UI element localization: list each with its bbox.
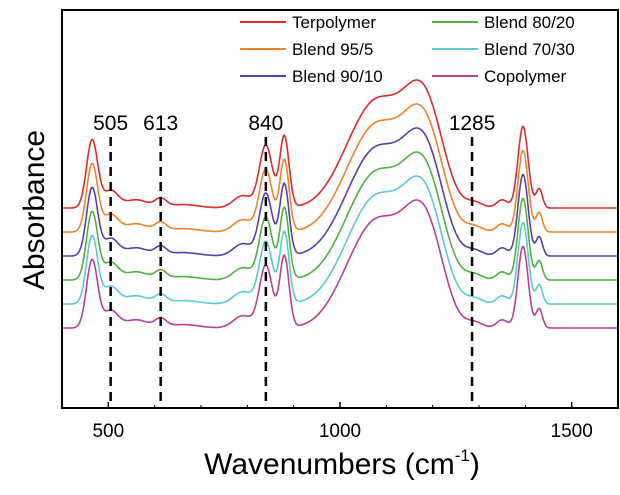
y-axis-title: Absorbance <box>18 130 51 290</box>
series-line-terpolymer <box>62 79 618 209</box>
legend-label-terpolymer: Terpolymer <box>292 13 376 32</box>
x-tick-label: 1000 <box>319 421 361 442</box>
reference-label-840: 840 <box>248 112 283 135</box>
reference-lines: 505 613 840 1285 <box>93 112 495 408</box>
reference-label-505: 505 <box>93 112 128 135</box>
x-axis-title-superscript: -1 <box>455 446 470 465</box>
spectra-group <box>62 79 618 329</box>
legend-label-blend-80-20: Blend 80/20 <box>484 13 575 32</box>
legend-label-blend-70-30: Blend 70/30 <box>484 40 575 59</box>
legend-label-blend-95-5: Blend 95/5 <box>292 40 373 59</box>
series-line-blend-95-5 <box>62 103 618 233</box>
series-line-blend-80-20 <box>62 151 618 281</box>
series-line-copolymer <box>62 199 618 329</box>
x-ticks: 500 1000 1500 <box>92 402 619 442</box>
legend-label-blend-90-10: Blend 90/10 <box>292 67 383 86</box>
x-tick-label: 1500 <box>551 421 593 442</box>
reference-label-613: 613 <box>143 112 178 135</box>
x-axis-title: Wavenumbers (cm-1) <box>204 446 480 481</box>
series-line-blend-90-10 <box>62 127 618 257</box>
series-line-blend-70-30 <box>62 175 618 305</box>
reference-label-1285: 1285 <box>449 112 496 135</box>
legend: Terpolymer Blend 95/5 Blend 90/10 Blend 80/… <box>240 13 575 86</box>
legend-label-copolymer: Copolymer <box>484 67 567 86</box>
x-tick-label: 500 <box>92 421 124 442</box>
